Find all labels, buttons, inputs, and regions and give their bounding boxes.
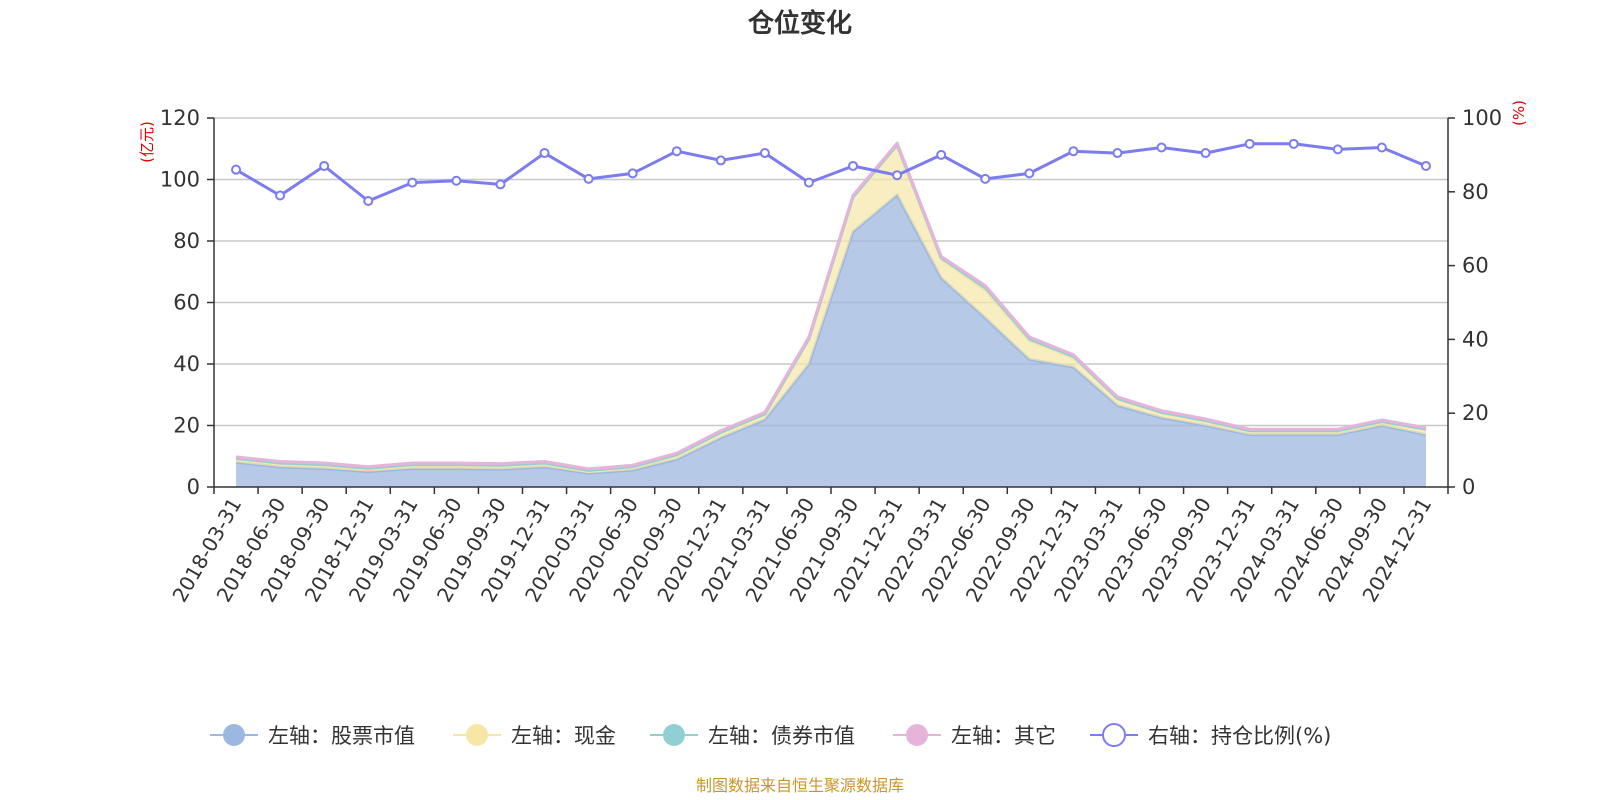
ratio-point	[1112, 148, 1123, 159]
left-tick-label: 0	[187, 475, 200, 499]
stacked-area-layer	[235, 141, 1427, 487]
ratio-point	[627, 168, 638, 179]
legend-label: 左轴：股票市值	[268, 724, 415, 748]
legend-marker	[1102, 723, 1126, 747]
left-tick-label: 120	[160, 106, 200, 130]
ratio-point	[1068, 146, 1079, 157]
right-tick-label: 20	[1462, 401, 1489, 425]
ratio-line	[235, 142, 1427, 203]
legend-ratio: 右轴：持仓比例(%)	[1090, 723, 1331, 748]
legend-marker	[466, 724, 488, 746]
legend-marker	[223, 724, 245, 746]
left-tick-label: 100	[160, 168, 200, 192]
legend: 左轴：股票市值 左轴：现金 左轴：债券市值 左轴：其它 右轴：持仓比例(%)	[210, 723, 1331, 748]
left-tick-label: 80	[173, 229, 200, 253]
ratio-point	[1376, 142, 1387, 153]
legend-label: 左轴：现金	[511, 724, 616, 748]
chart-title: 仓位变化	[747, 8, 852, 39]
ratio-point	[848, 160, 859, 171]
ratio-point	[1420, 160, 1431, 171]
ratio-line-layer	[231, 138, 1431, 207]
left-tick-label: 20	[173, 414, 200, 438]
ratio-point	[936, 149, 947, 160]
ratio-point	[759, 148, 770, 159]
right-tick-label: 40	[1462, 327, 1489, 351]
left-axis-unit: (亿元)	[138, 121, 156, 163]
left-tick-label: 40	[173, 352, 200, 376]
source-note: 制图数据来自恒生聚源数据库	[696, 776, 904, 795]
legend-label: 左轴：债券市值	[708, 724, 855, 748]
legend-marker	[663, 724, 685, 746]
ratio-point	[1200, 148, 1211, 159]
right-tick-label: 100	[1462, 106, 1502, 130]
ratio-point	[231, 164, 242, 175]
ratio-point	[1156, 142, 1167, 153]
area-line-other	[235, 141, 1427, 471]
legend-stock: 左轴：股票市值	[210, 724, 415, 748]
legend-label: 右轴：持仓比例(%)	[1148, 724, 1331, 748]
right-axis-unit: (%)	[1510, 100, 1528, 126]
legend-label: 左轴：其它	[951, 724, 1056, 748]
ratio-point	[1332, 144, 1343, 155]
right-tick-label: 0	[1462, 475, 1475, 499]
ratio-point	[407, 177, 418, 188]
legend-cash: 左轴：现金	[453, 724, 616, 748]
ratio-point	[451, 175, 462, 186]
ratio-point	[539, 148, 550, 159]
ratio-point	[275, 190, 286, 201]
ratio-point	[319, 160, 330, 171]
right-tick-label: 80	[1462, 180, 1489, 204]
legend-marker	[906, 724, 928, 746]
ratio-point	[1024, 168, 1035, 179]
ratio-point	[980, 173, 991, 184]
ratio-point	[671, 146, 682, 157]
ratio-point	[715, 155, 726, 166]
ratio-point	[363, 196, 374, 207]
ratio-point	[1288, 138, 1299, 149]
ratio-point	[892, 170, 903, 181]
legend-bond: 左轴：债券市值	[650, 724, 855, 748]
ratio-point	[495, 179, 506, 190]
right-tick-label: 60	[1462, 254, 1489, 278]
ratio-point	[803, 177, 814, 188]
ratio-point	[1244, 138, 1255, 149]
legend-other: 左轴：其它	[893, 724, 1056, 748]
area-stock	[236, 194, 1426, 487]
ratio-point	[583, 173, 594, 184]
left-tick-label: 60	[173, 291, 200, 315]
